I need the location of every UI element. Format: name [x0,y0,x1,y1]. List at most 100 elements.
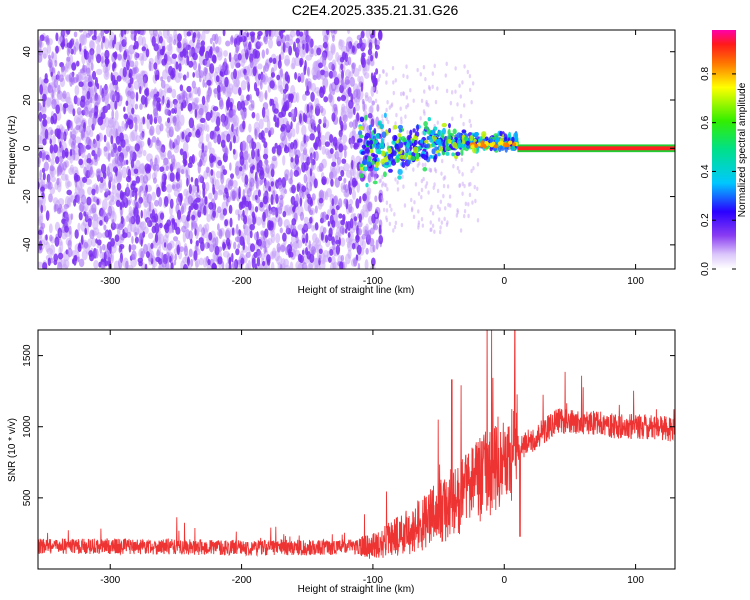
noise-blob [323,116,327,125]
noise-blob [144,263,148,269]
noise-blob [159,123,164,132]
noise-blob [163,53,168,64]
noise-blob [225,237,231,247]
noise-blob [208,153,214,164]
faint-dot [442,183,446,189]
noise-blob [87,81,93,88]
noise-blob [183,245,189,256]
noise-blob [291,128,296,138]
noise-blob [145,48,150,58]
noise-blob [126,183,129,194]
noise-blob [44,128,49,140]
noise-blob [135,175,141,184]
noise-blob [353,142,358,149]
noise-blob [72,108,76,117]
noise-blob [374,195,378,203]
noise-blob [136,200,142,209]
noise-blob [71,62,77,71]
noise-blob [177,41,182,49]
noise-blob [55,32,59,42]
noise-blob [309,209,314,216]
signal-blob [508,131,512,137]
noise-blob [369,54,374,62]
noise-blob [268,221,274,231]
noise-blob [239,150,244,160]
noise-blob [195,104,199,111]
signal-blob [368,124,372,131]
noise-blob [259,169,265,180]
faint-dot [459,228,463,233]
faint-dot [449,100,453,106]
signal-blob [445,145,449,152]
noise-blob [279,227,283,234]
faint-dot [393,224,397,230]
noise-blob [76,97,81,106]
noise-blob [217,206,222,214]
signal-blob [358,134,364,139]
noise-blob [182,91,188,99]
noise-blob [64,225,69,233]
noise-blob [187,102,193,112]
noise-blob [67,239,72,250]
noise-blob [370,257,376,267]
noise-blob [103,84,109,95]
faint-dot [461,172,464,177]
noise-blob [182,263,188,269]
noise-blob [53,203,57,213]
noise-blob [38,150,43,159]
faint-dot [392,80,395,85]
noise-blob [68,225,72,235]
snr-plot-area [38,330,675,569]
noise-blob [170,262,174,269]
noise-blob [80,234,84,245]
noise-blob [363,72,370,79]
noise-blob [276,144,282,156]
noise-blob [309,181,313,192]
noise-blob [342,121,347,131]
noise-blob [38,49,43,56]
noise-blob [209,46,213,56]
faint-dot [436,204,440,209]
noise-blob [193,250,198,261]
noise-blob [277,206,283,215]
noise-blob [111,124,116,135]
noise-blob [330,42,336,54]
noise-blob [225,191,229,199]
noise-blob [55,104,60,115]
noise-blob [81,144,84,151]
noise-blob [151,191,156,201]
signal-blob [374,140,379,144]
noise-blob [79,33,86,46]
noise-blob [188,183,192,195]
noise-blob [214,245,220,256]
signal-hotspot [470,144,475,149]
noise-blob [256,256,261,267]
noise-blob [284,188,288,195]
noise-blob [48,223,53,234]
signal-blob [510,146,514,151]
noise-blob [243,108,247,119]
noise-blob [211,262,217,269]
noise-blob [234,165,240,176]
noise-blob [156,100,161,111]
signal-blob [499,130,503,137]
noise-blob [223,50,228,57]
faint-dot [404,114,407,119]
noise-blob [151,135,157,143]
noise-blob [125,100,129,107]
faint-dot [381,128,384,133]
noise-blob [191,80,197,89]
noise-blob [56,177,60,186]
noise-blob [111,109,115,120]
noise-blob [272,57,277,65]
noise-blob [290,108,297,118]
faint-dot [452,164,455,169]
noise-blob [153,111,159,120]
faint-dot [468,192,472,198]
faint-dot [443,216,446,222]
noise-blob [85,67,91,77]
noise-blob [59,203,63,210]
noise-blob [207,258,211,266]
faint-dot [422,176,425,182]
faint-dot [449,203,452,208]
